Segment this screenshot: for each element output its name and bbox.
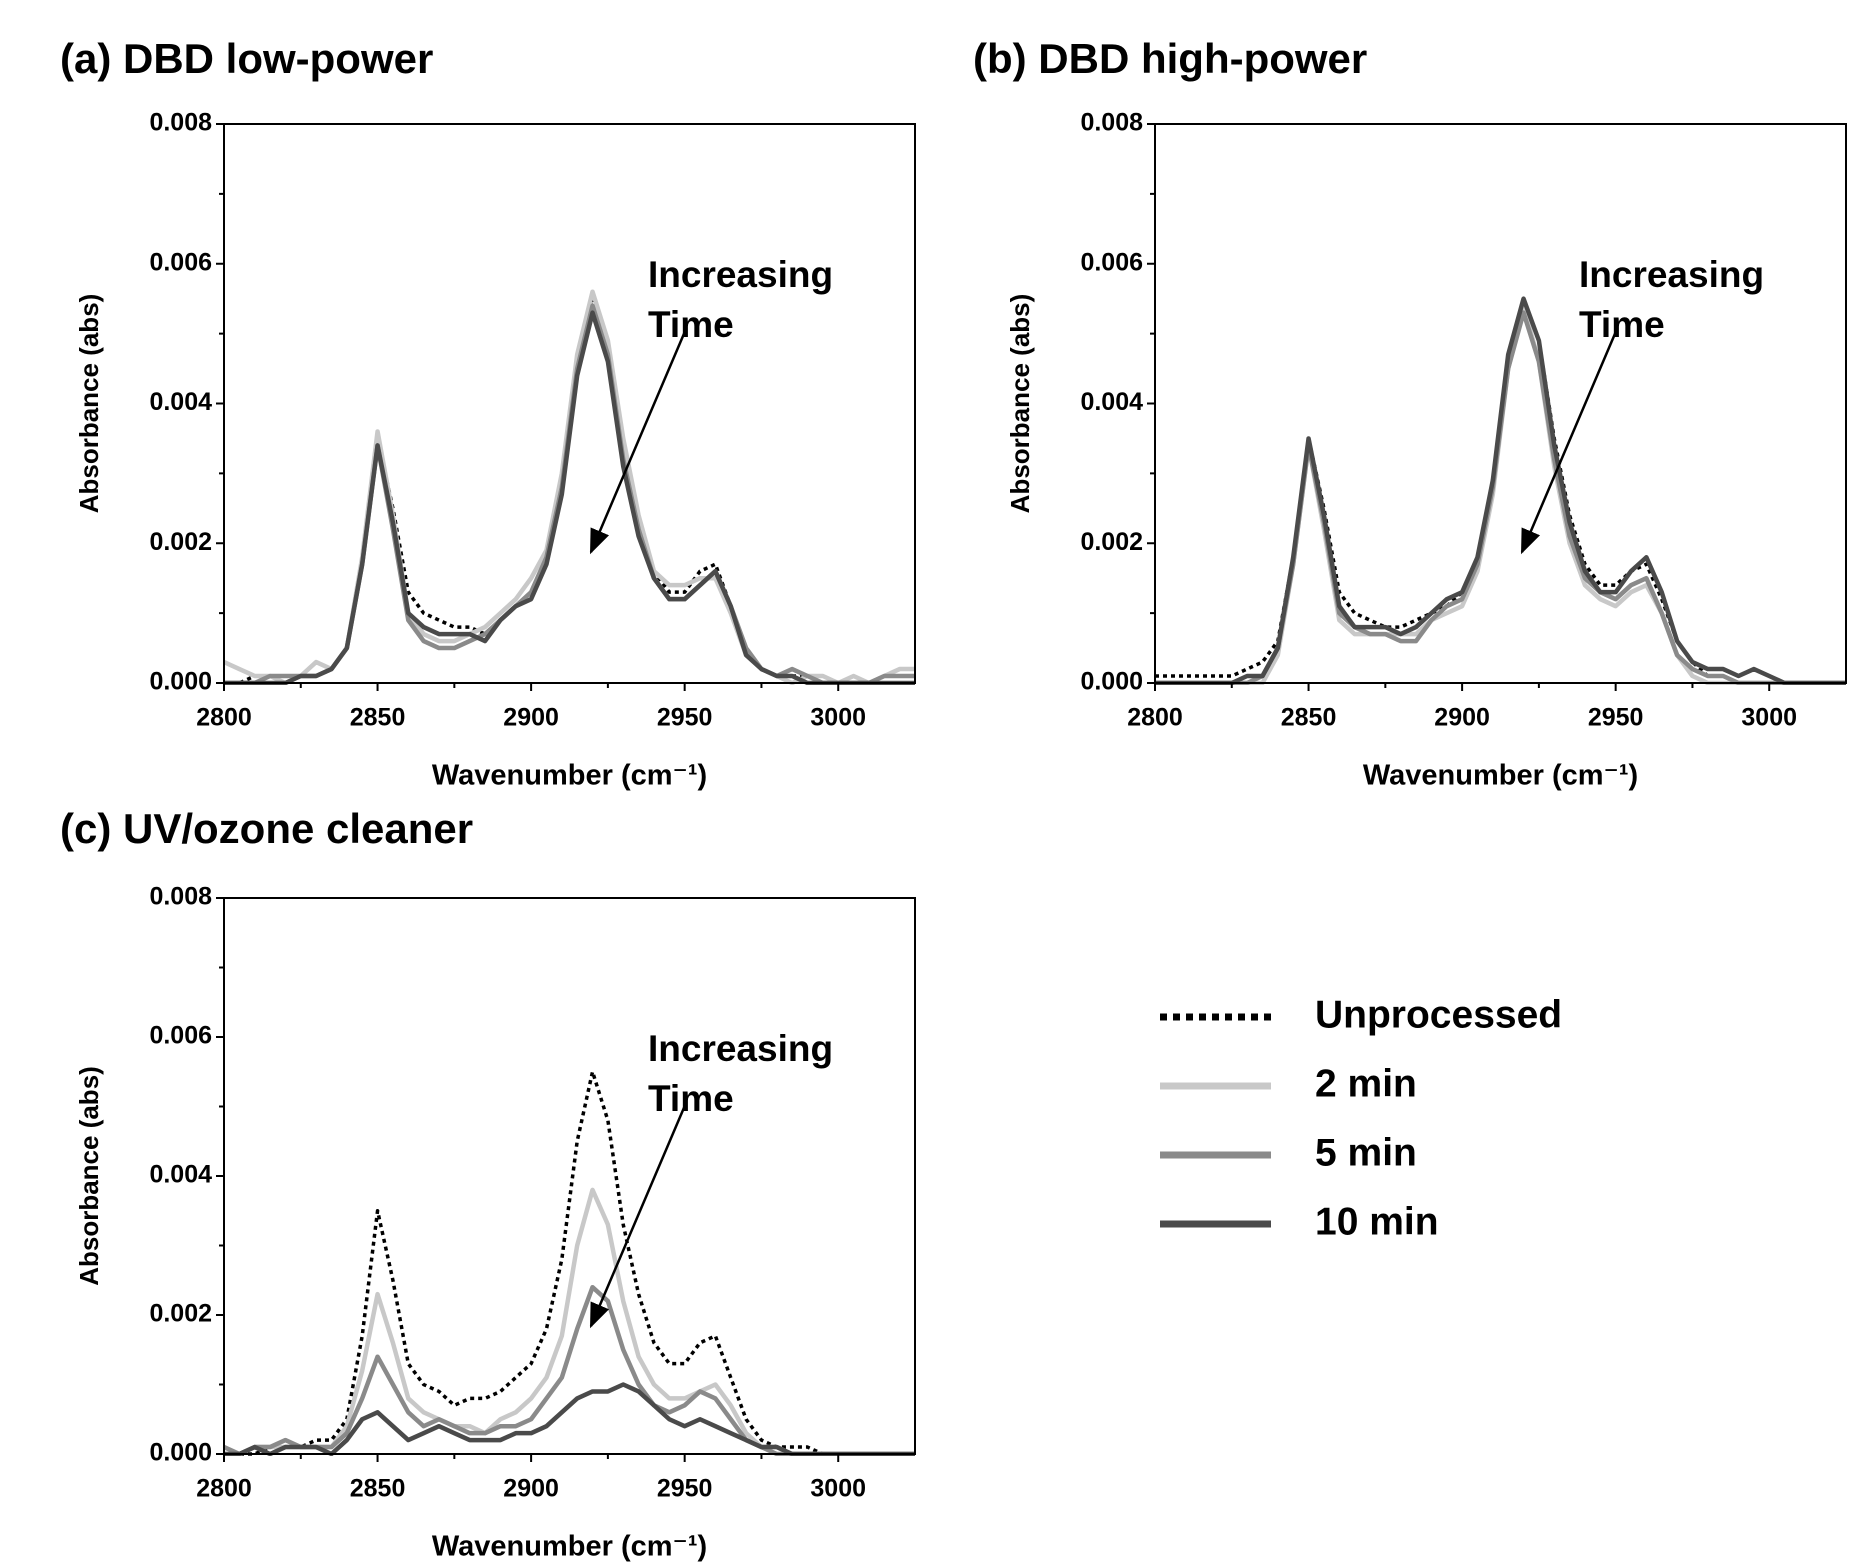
chart-title: (a) DBD low-power	[60, 35, 433, 82]
y-tick-label: 0.000	[149, 1439, 212, 1467]
annotation: Increasing	[648, 1028, 833, 1069]
y-tick-label: 0.006	[149, 248, 212, 276]
y-tick-label: 0.004	[149, 1161, 212, 1189]
series-line	[224, 303, 915, 685]
plot-frame	[1154, 123, 1847, 684]
legend-label: Unprocessed	[1315, 993, 1562, 1036]
annotation: Increasing	[648, 254, 833, 295]
plot-lines	[224, 1070, 915, 1456]
series-line	[224, 1284, 915, 1456]
x-tick-label: 2900	[503, 1475, 559, 1503]
y-axis-label: Absorbance (abs)	[1005, 294, 1035, 514]
annotation: Time	[648, 1078, 734, 1119]
x-tick-label: 2800	[196, 1475, 252, 1503]
series-line	[224, 289, 915, 685]
x-tick-label: 2850	[1281, 704, 1337, 732]
plot-lines	[1155, 296, 1846, 685]
x-axis-label: Wavenumber (cm⁻¹)	[432, 760, 707, 792]
annotation: Time	[648, 304, 734, 345]
annotation-arrow	[589, 1102, 688, 1329]
legend-label: 5 min	[1315, 1131, 1417, 1174]
x-tick-label: 3000	[810, 1475, 866, 1503]
plot-frame	[223, 897, 916, 1455]
x-tick-label: 2850	[350, 1475, 406, 1503]
y-axis-label: Absorbance (abs)	[74, 1066, 104, 1286]
x-tick-label: 3000	[810, 704, 866, 732]
series-line	[224, 310, 915, 685]
y-tick-label: 0.008	[149, 883, 212, 911]
annotation-arrow	[1520, 328, 1619, 555]
legend-label: 2 min	[1315, 1062, 1417, 1105]
y-tick-label: 0.006	[1080, 248, 1143, 276]
x-tick-label: 2800	[1127, 704, 1183, 732]
series-line	[1155, 303, 1846, 685]
y-tick-label: 0.002	[149, 528, 212, 556]
x-axis-label: Wavenumber (cm⁻¹)	[432, 1531, 707, 1563]
y-tick-label: 0.000	[1080, 668, 1143, 696]
legend-label: 10 min	[1315, 1200, 1439, 1243]
series-line	[1155, 296, 1846, 685]
x-tick-label: 3000	[1741, 704, 1797, 732]
annotation-arrow	[589, 328, 688, 555]
x-axis-label: Wavenumber (cm⁻¹)	[1363, 760, 1638, 792]
chart-title: (c) UV/ozone cleaner	[60, 805, 473, 852]
y-tick-label: 0.008	[1080, 109, 1143, 137]
y-tick-label: 0.004	[149, 388, 212, 416]
y-tick-label: 0.008	[149, 109, 212, 137]
plot-lines	[224, 289, 915, 685]
annotation: Increasing	[1579, 254, 1764, 295]
x-tick-label: 2850	[350, 704, 406, 732]
series-line	[1155, 296, 1846, 685]
annotation: Time	[1579, 304, 1665, 345]
series-line	[224, 1187, 915, 1456]
plot-frame	[223, 123, 916, 684]
x-tick-label: 2800	[196, 704, 252, 732]
chart-title: (b) DBD high-power	[973, 35, 1367, 82]
series-line	[224, 1382, 915, 1456]
series-line	[224, 1070, 915, 1456]
y-tick-label: 0.002	[149, 1300, 212, 1328]
x-tick-label: 2950	[657, 704, 713, 732]
y-axis-label: Absorbance (abs)	[74, 294, 104, 514]
y-tick-label: 0.000	[149, 668, 212, 696]
y-tick-label: 0.004	[1080, 388, 1143, 416]
series-line	[224, 296, 915, 685]
y-tick-label: 0.006	[149, 1022, 212, 1050]
y-tick-label: 0.002	[1080, 528, 1143, 556]
x-tick-label: 2950	[1588, 704, 1644, 732]
x-tick-label: 2900	[1434, 704, 1490, 732]
x-tick-label: 2950	[657, 1475, 713, 1503]
series-line	[1155, 310, 1846, 685]
x-tick-label: 2900	[503, 704, 559, 732]
